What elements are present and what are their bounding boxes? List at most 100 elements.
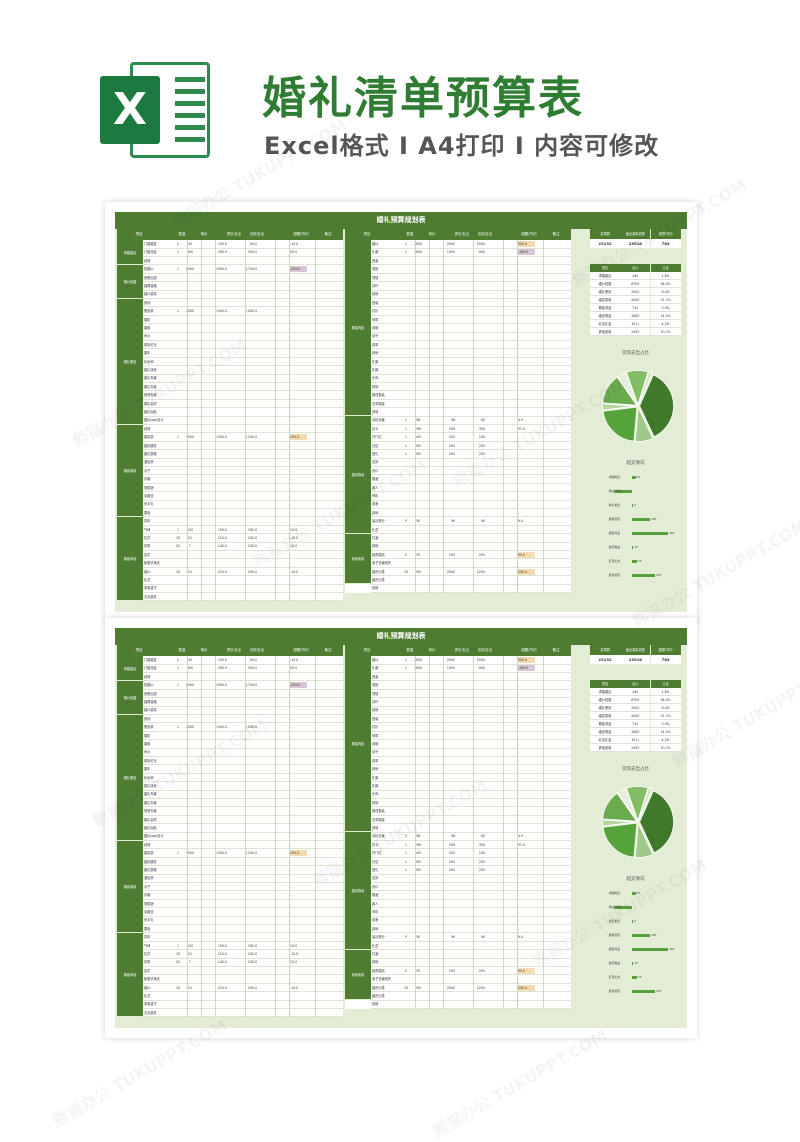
sheet1-left-row: 囍字 - [143, 551, 343, 560]
sheet1-left-qty [173, 576, 183, 584]
overspend-bar-value: 0 [634, 503, 636, 507]
sheet2-left-qty [173, 816, 183, 824]
sheet1-left-price [183, 551, 197, 559]
overspend-bar-value: -200 [615, 489, 622, 493]
overspend-bar-row: 其他费用 255 [590, 572, 681, 578]
sheet2-right-qty: 1 [404, 868, 408, 872]
sheet1-right-row: 其他 - [371, 509, 571, 518]
sheet1-left-row: 酒店房 - [143, 458, 343, 467]
sheet1-right-item: 婚纱 [372, 242, 379, 246]
sheet2-left-price [183, 1009, 197, 1017]
sheet1-right-row: 其他 - [371, 383, 571, 392]
sheet1-left-qty [173, 290, 183, 298]
sheet2-right-price [411, 891, 425, 899]
sheet2-left-qty [173, 874, 183, 882]
sheet1-left-item: 婚照装裱 [144, 284, 157, 288]
overspend-bar-value: 15 [634, 961, 638, 965]
summary-header: 最近费用总额 [620, 645, 651, 655]
sheet2-left-item: 婚礼素材 [144, 817, 157, 822]
sheet2-left-row: 饮料 - [143, 933, 343, 942]
sheet2-right-item: 西装 [372, 716, 379, 721]
sheet2-left-category-cell: 婚宴费用 [117, 840, 143, 934]
sheet2-left-table: 项目 数量 单价 预计支出 实际支出 超额/节约 备注 求婚婚证 婚纱拍摄 婚礼策划 婚宴费用 服装饰… [117, 645, 343, 1018]
pie-slice [602, 376, 638, 406]
sheet2-right-item: 婚庆仪表 [372, 994, 385, 998]
sheet2-right-qty [401, 1000, 411, 1008]
sheet1-left-item: 婚礼场景 [144, 368, 157, 372]
sheet2-right-qty [401, 916, 411, 924]
sheet1-right-diff: - [518, 410, 520, 414]
sheet2-right-diff: - [518, 943, 520, 948]
sheet2-left-header-row: 项目 数量 单价 预计支出 实际支出 超额/节约 备注 [117, 645, 343, 656]
category-table-cell: 婚礼策划 [590, 288, 620, 296]
sheet2-right-row: 其他 - [371, 1000, 571, 1009]
sheet1-left-diff: - [290, 452, 292, 456]
sheet1-right-row: 电子请柬制作 - [371, 559, 571, 568]
sheet1-right-item: 礼服 [372, 359, 379, 364]
sheet1-right-item: 红包 [372, 443, 379, 448]
sheet1-right-plan: 90 [450, 519, 455, 524]
sheet1-left-grid-line [289, 240, 290, 602]
sheet2-left-actual: 200.0 [247, 952, 257, 956]
category-table-cell: 1.8% [650, 272, 681, 280]
sheet1-left-diff: - [290, 443, 292, 448]
sheet1-left-item: 婚纱道具 [144, 292, 157, 297]
sheet1-right-row: 礼服 1 1000 1000 900 -100.0 [371, 248, 571, 257]
sheet1-left-diff: - [290, 275, 292, 280]
sheet2-right-col-header: 预计支出 [455, 648, 469, 652]
sheet1-left-qty [173, 425, 183, 433]
summary-value: 23152 [590, 655, 620, 664]
sheet1-right-diff: - [518, 317, 520, 322]
sheet1-right-actual [455, 391, 485, 399]
sheet2-left-diff: - [290, 817, 292, 822]
sheet2-left-item: 婚礼蛋糕 [144, 868, 157, 872]
sheet1-left-price [183, 282, 197, 290]
sheet1-left-diff: -10.0 [290, 569, 299, 574]
overspend-bar-label: 其他费用 [608, 573, 620, 577]
sheet1-right-item: 改口 [372, 468, 379, 473]
sheet2-right-col-header: 超额/节约 [521, 648, 537, 652]
sheet2-right-price [411, 715, 425, 723]
sheet2-left-diff: - [290, 750, 292, 755]
sheet2-right-actual [455, 916, 485, 924]
category-table-cell: 4.2% [650, 736, 681, 744]
sheet2-right-diff: - [518, 674, 520, 679]
sheet2-right-price [411, 765, 425, 773]
sheet1-right-row: 衬衫 - [371, 307, 571, 316]
sheet1-right-row: 袜子 - [371, 332, 571, 341]
overspend-bar-label: 婚礼策划 [608, 503, 620, 507]
sheet1-right-item: 耳环 [372, 284, 379, 288]
sheet1-left-actual [227, 316, 257, 324]
sheet2-right-price [411, 916, 425, 924]
sheet2-right-row: 头饰 - [371, 790, 571, 799]
sheet2-left-qty [173, 866, 183, 874]
sheet2-left-diff: -10.0 [290, 952, 299, 956]
sheet2-right-diff: - [518, 851, 520, 856]
sheet1-left-diff: - [290, 552, 292, 557]
sheet2-right-diff: - [518, 859, 520, 864]
sheet2-right-col-header: 备注 [552, 648, 560, 652]
category-table-header: 项目 [590, 680, 620, 688]
sheet1-left-price: 150 [186, 527, 194, 532]
sheet2-right-qty [401, 740, 411, 748]
sheet1-left-qty [173, 450, 183, 458]
sheet1-left-qty [173, 282, 183, 290]
sheet2-left-diff: - [290, 901, 292, 906]
sheet1-left-diff: - [290, 401, 292, 406]
sheet2-left-diff: - [290, 876, 292, 881]
sheet2-left-diff: 10.0 [290, 960, 298, 965]
sheet1-right-price [411, 526, 425, 534]
sheet1-right-row: 其他 - [371, 290, 571, 299]
sheet2-left-qty: 20 [175, 960, 181, 965]
sheet2-right-price [411, 748, 425, 756]
sheet2-left-diff: - [290, 800, 292, 805]
sheet2-right-diff: - [518, 868, 520, 872]
sheet2-left-row: 现场灯光 - [143, 757, 343, 766]
sheet1-left-qty [173, 467, 183, 475]
sheet1-right-qty [401, 290, 411, 298]
sheet1-right-row: 礼盒 - [371, 526, 571, 535]
sheet1-left-actual [227, 383, 257, 391]
sheet1-left-actual [227, 324, 257, 332]
sheet1-right-item: 婚戒套装 [372, 393, 385, 398]
sheet1-right-price [411, 349, 425, 357]
